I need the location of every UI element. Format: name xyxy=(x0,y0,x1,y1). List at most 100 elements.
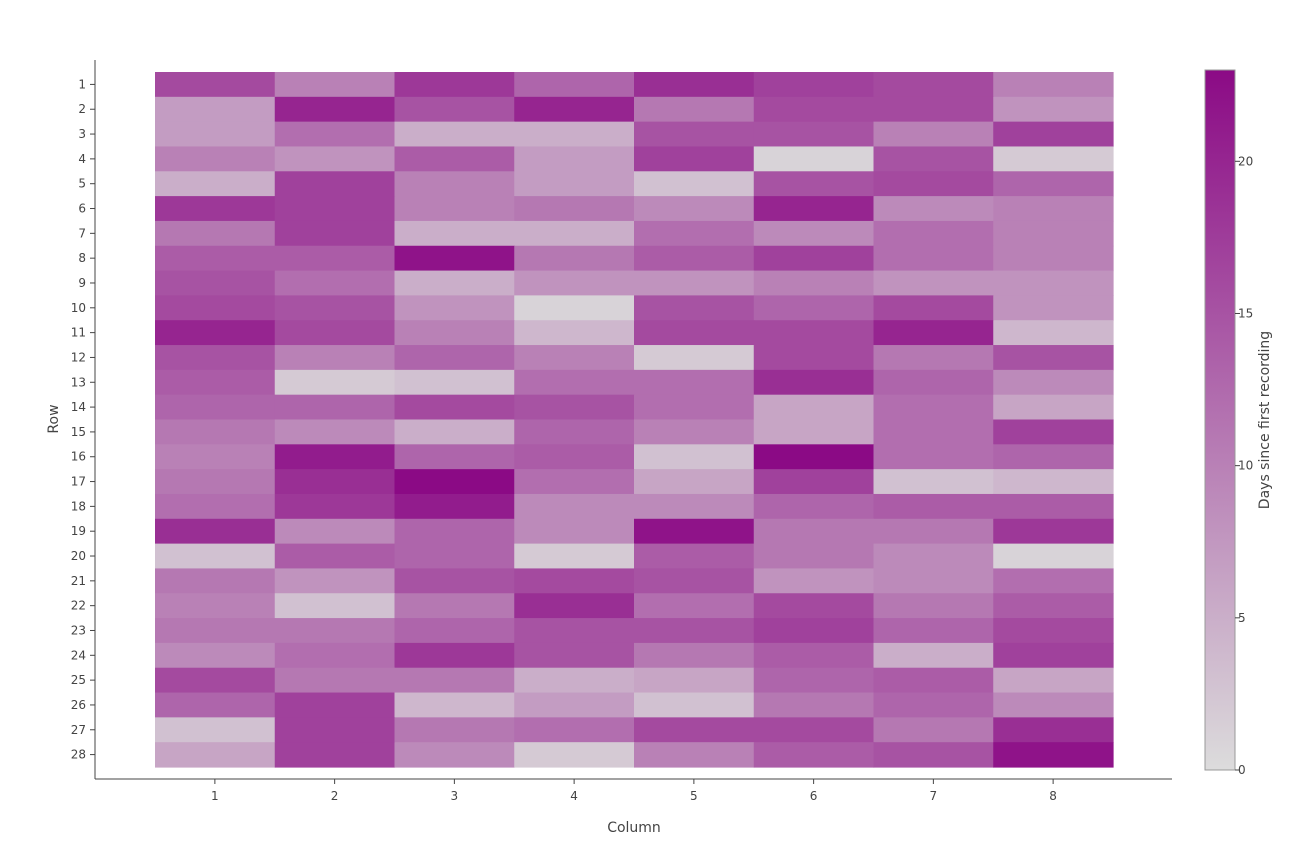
heatmap-cell xyxy=(634,72,755,98)
heatmap-cell xyxy=(993,369,1114,396)
heatmap-cell xyxy=(753,394,875,421)
heatmap-cell xyxy=(514,345,635,371)
heatmap-cell xyxy=(873,419,994,445)
colorbar: 0 5 10 15 20 Days since first recording xyxy=(1204,69,1273,777)
y-tick-label: 15 xyxy=(71,425,86,439)
heatmap-cell xyxy=(514,394,635,421)
heatmap-cell xyxy=(155,493,276,520)
heatmap-cell xyxy=(634,220,755,247)
heatmap-cell xyxy=(155,369,276,396)
heatmap-cell xyxy=(155,742,276,768)
heatmap-cell xyxy=(753,618,875,644)
heatmap-cell xyxy=(394,369,515,396)
heatmap-cell xyxy=(993,618,1114,644)
heatmap-cell xyxy=(155,121,276,148)
heatmap-cell xyxy=(274,72,396,98)
heatmap-cell xyxy=(753,642,875,669)
heatmap-cell xyxy=(634,742,755,768)
heatmap-cell xyxy=(634,469,755,495)
heatmap-cell xyxy=(155,394,276,421)
heatmap-cell xyxy=(753,196,875,222)
heatmap-cell xyxy=(634,568,755,594)
heatmap-cell xyxy=(993,345,1114,371)
heatmap-cell xyxy=(394,245,515,272)
heatmap-cell xyxy=(274,345,396,371)
heatmap-cell xyxy=(873,543,994,570)
heatmap-cell xyxy=(274,146,396,172)
heatmap-cell xyxy=(753,320,875,346)
y-tick-label: 12 xyxy=(71,350,86,364)
y-axis-ticks: 1234567891011121314151617181920212223242… xyxy=(71,77,95,762)
heatmap-cell xyxy=(993,320,1114,346)
heatmap-cell xyxy=(634,419,755,445)
heatmap-cell xyxy=(155,717,276,743)
heatmap-cell xyxy=(873,171,994,197)
x-tick-label: 3 xyxy=(451,789,459,803)
heatmap-cell xyxy=(873,96,994,123)
heatmap-cell xyxy=(274,270,396,296)
heatmap-cell xyxy=(514,618,635,644)
heatmap-cell xyxy=(274,96,396,123)
heatmap-cell xyxy=(394,518,515,545)
heatmap-cell xyxy=(753,419,875,445)
heatmap-cell xyxy=(873,742,994,768)
heatmap-cell xyxy=(873,667,994,694)
heatmap-cell xyxy=(155,518,276,545)
heatmap-cell xyxy=(753,220,875,247)
heatmap-cell xyxy=(514,245,635,272)
heatmap-cell xyxy=(155,72,276,98)
y-tick-label: 13 xyxy=(71,375,86,389)
heatmap-cell xyxy=(514,196,635,222)
heatmap-cell xyxy=(753,295,875,321)
heatmap-cell xyxy=(155,320,276,346)
heatmap-cell xyxy=(993,568,1114,594)
heatmap-cell xyxy=(274,394,396,421)
heatmap-cell xyxy=(873,444,994,470)
heatmap-cell xyxy=(753,369,875,396)
heatmap-cell xyxy=(993,96,1114,123)
heatmap-cell xyxy=(993,742,1114,768)
y-tick-label: 1 xyxy=(78,77,86,91)
heatmap-cell xyxy=(514,742,635,768)
heatmap-cell xyxy=(753,692,875,718)
x-tick-label: 7 xyxy=(930,789,938,803)
heatmap-cell xyxy=(274,518,396,545)
heatmap-cell xyxy=(634,493,755,520)
heatmap-cell xyxy=(155,469,276,495)
y-tick-label: 26 xyxy=(71,698,86,712)
heatmap-cell xyxy=(993,469,1114,495)
heatmap-cell xyxy=(514,667,635,694)
heatmap-cell xyxy=(753,121,875,148)
heatmap-cell xyxy=(394,444,515,470)
heatmap-cell xyxy=(155,692,276,718)
colorbar-ticks: 0 5 10 15 20 xyxy=(1235,154,1253,777)
heatmap-cell xyxy=(993,717,1114,743)
heatmap-cell xyxy=(753,345,875,371)
heatmap-cell xyxy=(993,543,1114,570)
colorbar-tick-label: 5 xyxy=(1238,611,1246,625)
heatmap-cell xyxy=(274,593,396,619)
heatmap-cell xyxy=(993,593,1114,619)
heatmap-cell xyxy=(873,245,994,272)
heatmap-cell xyxy=(634,593,755,619)
heatmap-cell xyxy=(634,121,755,148)
heatmap-cell xyxy=(634,171,755,197)
y-axis-title: Row xyxy=(46,404,62,433)
heatmap-cell xyxy=(394,543,515,570)
colorbar-gradient xyxy=(1204,69,1236,771)
heatmap-cell xyxy=(394,171,515,197)
heatmap-cell xyxy=(394,568,515,594)
heatmap-cell xyxy=(634,295,755,321)
heatmap-cell xyxy=(394,96,515,123)
heatmap-cell xyxy=(753,543,875,570)
heatmap-cell xyxy=(634,345,755,371)
heatmap-cell xyxy=(993,518,1114,545)
heatmap-cell xyxy=(514,121,635,148)
heatmap-cell xyxy=(634,717,755,743)
y-tick-label: 22 xyxy=(71,599,86,613)
y-tick-label: 9 xyxy=(78,276,86,290)
heatmap-cell xyxy=(993,295,1114,321)
heatmap-cell xyxy=(873,692,994,718)
heatmap-cell xyxy=(753,72,875,98)
